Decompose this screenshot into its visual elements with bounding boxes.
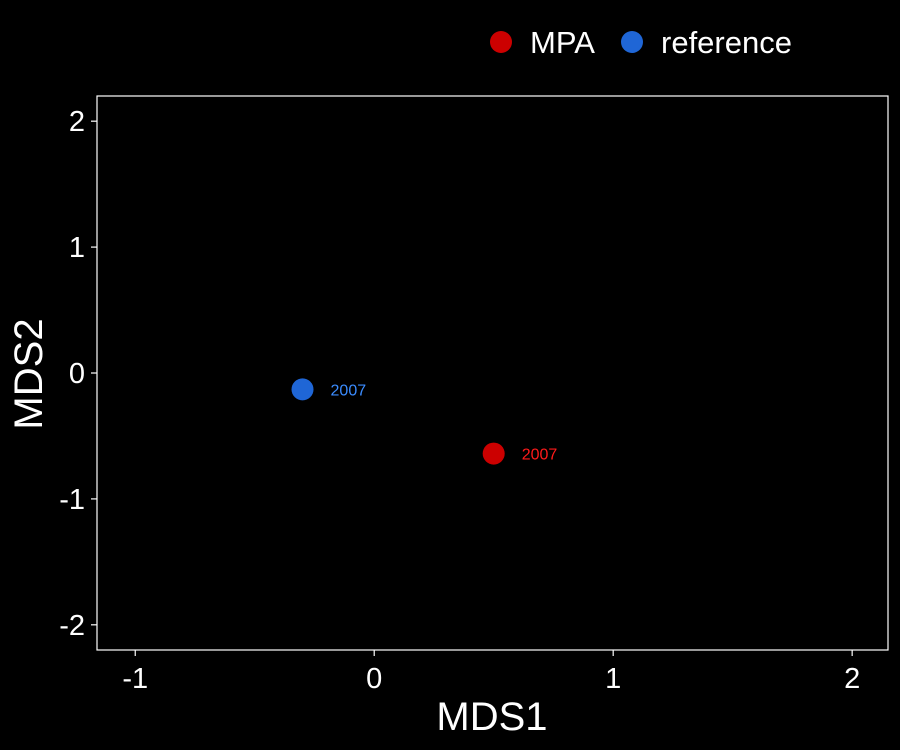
y-tick-label: 2 [69, 106, 85, 138]
legend-marker-reference [621, 31, 643, 53]
data-point-label-reference: 2007 [331, 382, 367, 399]
legend-label-reference: reference [661, 25, 792, 60]
x-tick-label: -1 [122, 663, 148, 695]
x-axis: -1 0 1 2 [122, 650, 860, 695]
data-point-mpa [482, 442, 505, 465]
y-tick-label: -2 [59, 610, 85, 642]
y-axis-title: MDS2 [7, 318, 51, 429]
y-tick-label: 0 [69, 358, 85, 390]
legend: MPA reference [490, 25, 792, 60]
data-point-label-mpa: 2007 [522, 447, 558, 464]
x-axis-title: MDS1 [436, 695, 547, 739]
x-tick-label: 2 [844, 663, 860, 695]
y-tick-label: 1 [69, 232, 85, 264]
legend-marker-mpa [490, 31, 512, 53]
data-points: 2007 2007 [291, 378, 558, 465]
x-tick-label: 0 [366, 663, 382, 695]
y-tick-label: -1 [59, 484, 85, 516]
plot-panel [96, 95, 889, 651]
x-tick-label: 1 [605, 663, 621, 695]
y-axis: 2 1 0 -1 -2 [59, 106, 97, 642]
legend-label-mpa: MPA [530, 25, 595, 60]
data-point-reference [291, 378, 314, 401]
